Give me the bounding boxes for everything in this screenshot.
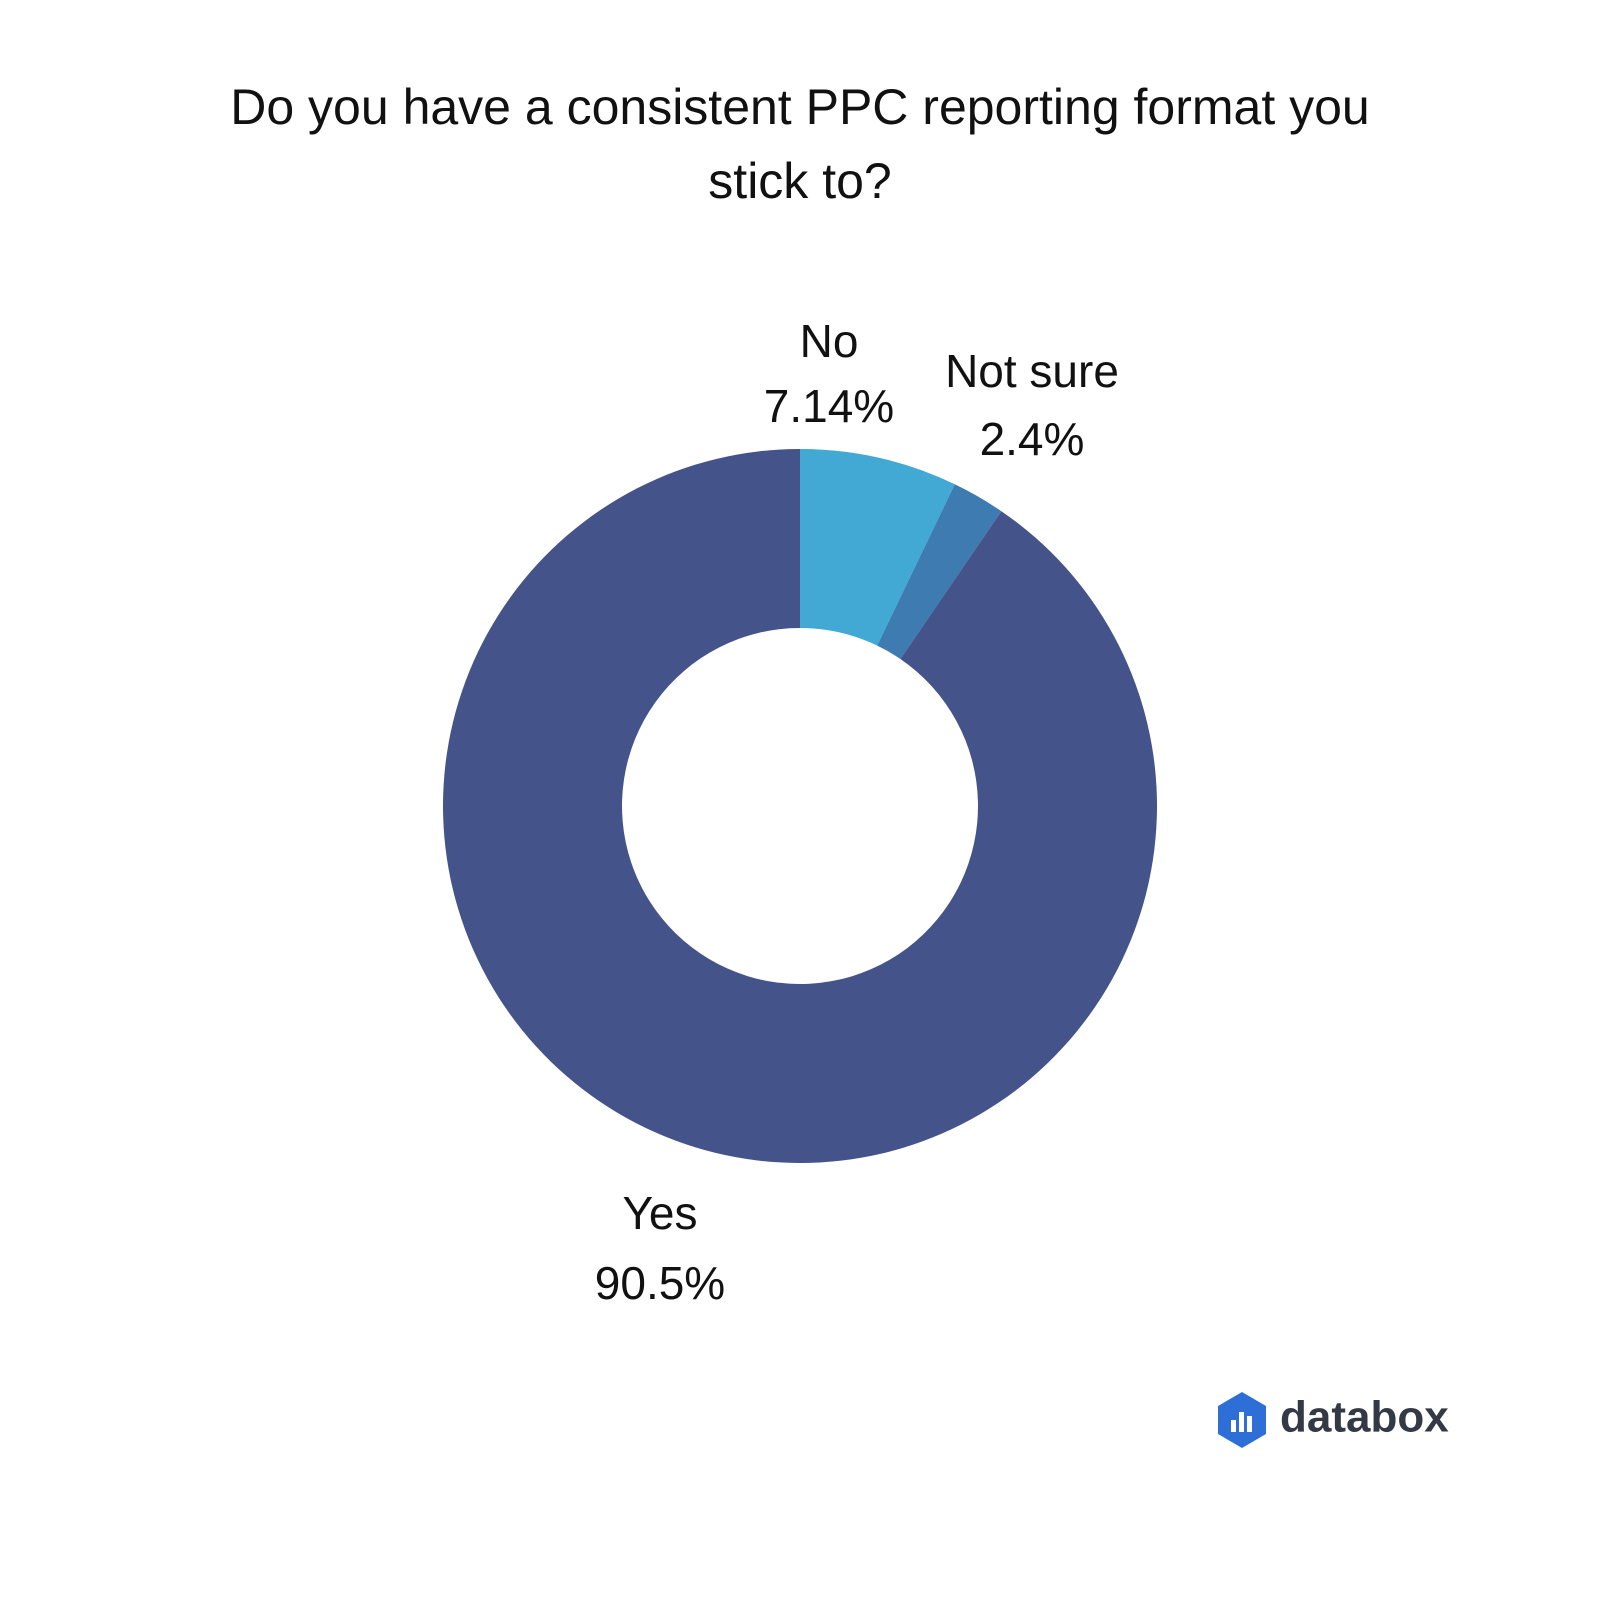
slice-label: No <box>800 315 859 367</box>
logo-icon-bar <box>1239 1412 1244 1432</box>
donut-slice <box>877 484 1002 660</box>
logo-icon-bar <box>1247 1416 1252 1432</box>
logo-icon-bar <box>1231 1420 1236 1432</box>
slice-value-label: 2.4% <box>980 413 1085 465</box>
chart-title: Do you have a consistent PPC reporting f… <box>230 79 1370 209</box>
logo: databox <box>1218 1392 1449 1448</box>
slice-label: Yes <box>622 1187 697 1239</box>
slice-label: Not sure <box>945 345 1119 397</box>
donut-slice <box>800 449 955 646</box>
slice-value-label: 7.14% <box>764 380 894 432</box>
donut-slice <box>443 449 1157 1163</box>
slice-value-label: 90.5% <box>595 1257 725 1309</box>
logo-text: databox <box>1280 1393 1449 1442</box>
